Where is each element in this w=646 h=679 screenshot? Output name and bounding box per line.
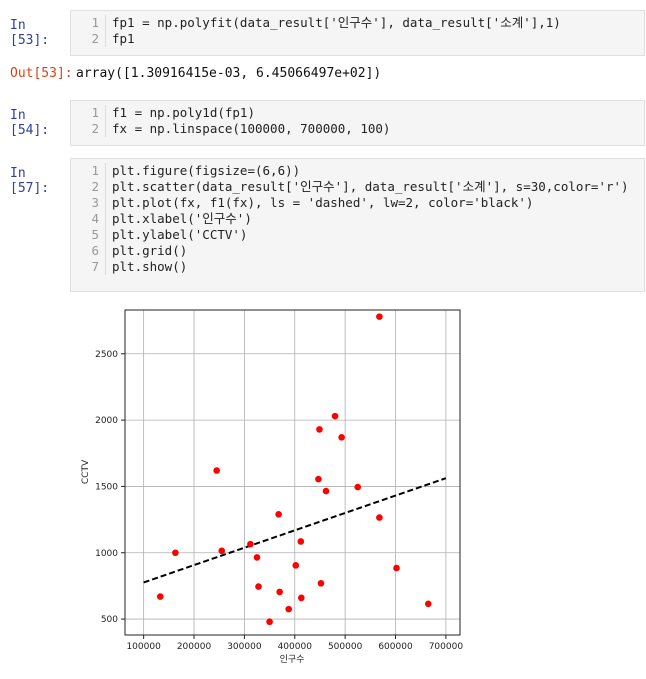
line-number: 3 bbox=[71, 195, 106, 211]
x-axis-label: 인구수 bbox=[280, 654, 305, 665]
output-prompt-53: Out[53]: bbox=[10, 66, 73, 81]
code-line: 1 fp1 = np.polyfit(data_result['인구수'], da… bbox=[71, 15, 561, 31]
code-text: plt.plot(fx, f1(fx), ls = 'dashed', lw=2… bbox=[112, 195, 534, 210]
x-tick-label: 600000 bbox=[378, 642, 413, 652]
scatter-point bbox=[255, 583, 262, 590]
cell-prompt-53: In [53]: bbox=[10, 18, 50, 48]
scatter-point bbox=[213, 467, 220, 474]
code-line: 1 plt.figure(figsize=(6,6)) bbox=[71, 163, 629, 179]
scatter-point bbox=[297, 538, 305, 545]
code-line: 5 plt.ylabel('CCTV') bbox=[71, 227, 629, 243]
axis-ticks: 100000 200000 300000 400000 500000 600000 7000… bbox=[95, 350, 463, 652]
scatter-point bbox=[218, 547, 226, 555]
grid-lines bbox=[125, 310, 460, 635]
code-text: plt.xlabel('인구수') bbox=[112, 211, 252, 226]
scatter-point bbox=[292, 562, 300, 569]
scatter-point bbox=[172, 549, 179, 557]
x-tick-label: 700000 bbox=[429, 642, 464, 652]
x-tick-label: 100000 bbox=[126, 642, 161, 652]
y-tick-label: 2500 bbox=[95, 350, 118, 360]
code-line: 6 plt.grid() bbox=[71, 243, 629, 259]
line-number: 1 bbox=[71, 105, 106, 121]
scatter-point bbox=[253, 554, 261, 561]
code-line: 2 fp1 bbox=[71, 31, 561, 47]
code-text: fp1 = np.polyfit(data_result['인구수'], dat… bbox=[112, 15, 561, 30]
code-line: 2 fx = np.linspace(100000, 700000, 100) bbox=[71, 121, 390, 137]
y-tick-label: 2000 bbox=[95, 416, 118, 426]
line-number: 6 bbox=[71, 243, 106, 259]
line-number: 1 bbox=[71, 15, 106, 31]
x-tick-label: 300000 bbox=[227, 642, 262, 652]
scatter-point bbox=[316, 426, 323, 433]
scatter-point bbox=[315, 475, 322, 483]
cell-prompt-54: In [54]: bbox=[10, 108, 50, 138]
cell-prompt-57: In [57]: bbox=[10, 166, 50, 196]
code-line: 4 plt.xlabel('인구수') bbox=[71, 211, 629, 227]
fit-line bbox=[143, 477, 447, 584]
y-tick-label: 500 bbox=[101, 615, 118, 625]
y-axis-label: CCTV bbox=[81, 459, 91, 484]
line-number: 1 bbox=[71, 163, 106, 179]
scatter-plot: 100000 200000 300000 400000 500000 600000 7000… bbox=[81, 309, 463, 665]
y-tick-label: 1500 bbox=[95, 482, 118, 492]
scatter-point bbox=[317, 579, 325, 587]
line-number: 4 bbox=[71, 211, 106, 227]
code-text: fp1 bbox=[112, 31, 135, 46]
code-line: 7 plt.show() bbox=[71, 259, 629, 275]
code-line: 1 f1 = np.poly1d(fp1) bbox=[71, 105, 390, 121]
code-cell-54[interactable]: 1 f1 = np.poly1d(fp1) 2 fx = np.linspace(1… bbox=[70, 100, 645, 146]
scatter-point bbox=[276, 588, 283, 596]
x-tick-label: 400000 bbox=[278, 642, 313, 652]
code-text: fx = np.linspace(100000, 700000, 100) bbox=[112, 121, 391, 136]
scatter-point bbox=[393, 564, 400, 572]
code-line: 2 plt.scatter(data_result['인구수'], data_re… bbox=[71, 179, 629, 195]
scatter-point bbox=[354, 483, 362, 491]
scatter-point bbox=[275, 510, 282, 518]
code-text: f1 = np.poly1d(fp1) bbox=[112, 105, 255, 120]
line-number: 2 bbox=[71, 179, 106, 195]
code-cell-57[interactable]: 1 plt.figure(figsize=(6,6)) 2 plt.scatter(… bbox=[70, 158, 645, 292]
code-line: 3 plt.plot(fx, f1(fx), ls = 'dashed', lw=… bbox=[71, 195, 629, 211]
code-text: plt.grid() bbox=[112, 243, 188, 258]
scatter-point bbox=[298, 594, 305, 602]
scatter-point bbox=[322, 487, 330, 495]
scatter-point bbox=[331, 412, 339, 420]
line-number: 2 bbox=[71, 121, 106, 137]
code-text: plt.ylabel('CCTV') bbox=[112, 227, 248, 242]
line-number: 2 bbox=[71, 31, 106, 47]
scatter-point bbox=[376, 313, 383, 320]
scatter-point bbox=[156, 593, 164, 600]
scatter-point bbox=[266, 618, 273, 626]
code-text: plt.figure(figsize=(6,6)) bbox=[112, 163, 301, 178]
code-cell-53[interactable]: 1 fp1 = np.polyfit(data_result['인구수'], da… bbox=[70, 10, 645, 56]
scatter-point bbox=[338, 434, 345, 441]
scatter-point bbox=[424, 600, 432, 608]
line-number: 5 bbox=[71, 227, 106, 243]
output-text: array([1.30916415e-03, 6.45066497e+02]) bbox=[76, 66, 382, 81]
y-tick-label: 1000 bbox=[95, 549, 118, 559]
plot-frame bbox=[124, 309, 461, 636]
line-number: 7 bbox=[71, 259, 106, 275]
scatter-point bbox=[247, 540, 254, 548]
scatter-points bbox=[156, 313, 432, 626]
scatter-point bbox=[376, 514, 383, 521]
x-tick-label: 200000 bbox=[177, 642, 212, 652]
x-tick-label: 500000 bbox=[328, 642, 363, 652]
code-text: plt.show() bbox=[112, 259, 188, 274]
code-text: plt.scatter(data_result['인구수'], data_res… bbox=[112, 179, 629, 194]
scatter-point bbox=[285, 605, 293, 613]
